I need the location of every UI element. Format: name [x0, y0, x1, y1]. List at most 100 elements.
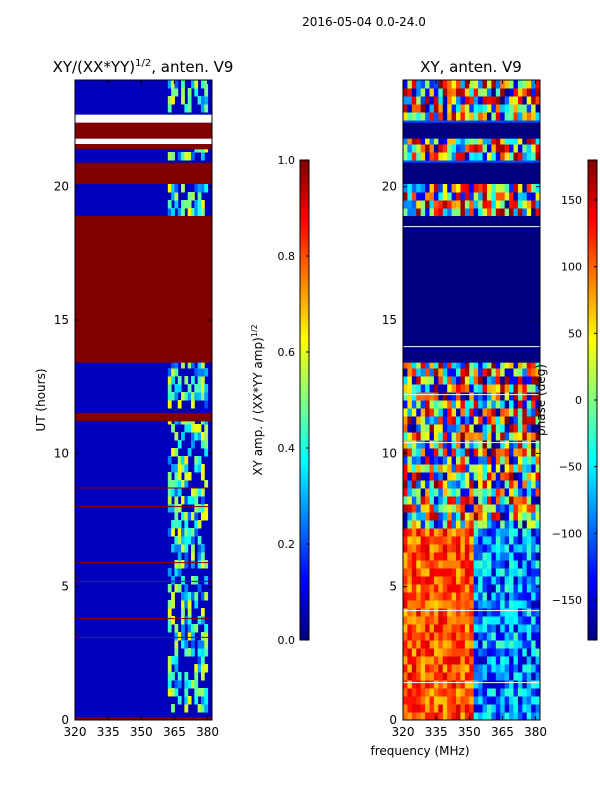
y-tick-label: 10	[54, 446, 69, 460]
heatmap-cell	[460, 112, 466, 121]
heatmap-cell	[478, 400, 484, 409]
heatmap-cell	[509, 136, 514, 145]
heatmap-cell	[531, 656, 537, 665]
heatmap-cell	[433, 496, 439, 505]
heatmap-cell	[433, 520, 439, 529]
heatmap-cell	[478, 424, 484, 433]
heatmap-cell	[416, 632, 422, 641]
heatmap-cell	[491, 696, 497, 705]
heatmap-cell	[478, 624, 484, 633]
heatmap-cell	[442, 360, 448, 369]
heatmap-cell	[517, 400, 523, 409]
heatmap-cell	[460, 712, 466, 720]
heatmap-cell	[491, 104, 497, 113]
heatmap-cell	[482, 688, 488, 697]
heatmap-cell	[204, 448, 209, 457]
heatmap-cell	[522, 208, 528, 217]
heatmap-cell	[187, 616, 192, 625]
heatmap-cell	[425, 552, 431, 561]
heatmap-cell	[416, 424, 422, 433]
heatmap-cell	[517, 512, 523, 521]
heatmap-cell	[460, 472, 466, 481]
heatmap-cell	[522, 576, 528, 585]
heatmap-cell	[500, 480, 506, 489]
heatmap-cell	[407, 448, 413, 457]
heatmap-cell	[204, 632, 209, 641]
heatmap-cell	[482, 496, 488, 505]
heatmap-cell	[429, 544, 435, 553]
heatmap-cell	[464, 528, 470, 537]
heatmap-cell	[174, 568, 179, 577]
heatmap-cell	[473, 648, 479, 657]
x-tick-label: 365	[163, 725, 186, 739]
heatmap-cell	[420, 512, 426, 521]
heatmap-cell	[420, 80, 426, 89]
heatmap-cell	[500, 616, 506, 625]
heatmap-cell	[531, 192, 537, 201]
heatmap-cell	[526, 200, 532, 209]
heatmap-cell	[451, 688, 457, 697]
heatmap-cell	[509, 96, 514, 105]
heatmap-cell	[411, 104, 417, 113]
heatmap-cell	[495, 112, 501, 121]
heatmap-cell	[509, 520, 514, 529]
heatmap-cell	[456, 408, 461, 417]
heatmap-cell	[535, 576, 540, 585]
heatmap-cell	[181, 576, 185, 585]
heatmap-cell	[526, 512, 532, 521]
heatmap-cell	[478, 416, 484, 425]
heatmap-cell	[187, 392, 192, 401]
heatmap-cell	[451, 704, 457, 713]
heatmap-cell	[167, 608, 172, 617]
heatmap-cell	[200, 664, 205, 673]
heatmap-cell	[486, 688, 492, 697]
heatmap-cell	[174, 512, 179, 521]
heatmap-cell	[535, 712, 540, 720]
heatmap-cell	[174, 80, 179, 89]
heatmap-cell	[407, 144, 413, 153]
heatmap-cell	[411, 536, 417, 545]
heatmap-cell	[429, 688, 435, 697]
heatmap-cell	[194, 576, 199, 585]
heatmap-cell	[531, 88, 537, 97]
heatmap-cell	[473, 552, 479, 561]
heatmap-cell	[447, 184, 453, 193]
heatmap-cell	[464, 568, 470, 577]
heatmap-cell	[500, 368, 506, 377]
heatmap-cell	[517, 528, 523, 537]
heatmap-cell	[447, 496, 453, 505]
heatmap-cell	[478, 440, 484, 449]
heatmap-cell	[513, 648, 519, 657]
heatmap-cell	[194, 592, 199, 601]
heatmap-cell	[464, 576, 470, 585]
amplitude-colorbar: 0.00.20.40.60.81.0 XY amp. / (XX*YY amp)…	[250, 154, 310, 647]
heatmap-cell	[500, 640, 506, 649]
heatmap-cell	[478, 536, 484, 545]
heatmap-cell	[403, 616, 408, 625]
heatmap-cell	[482, 664, 488, 673]
heatmap-cell	[171, 152, 175, 161]
heatmap-cell	[416, 104, 422, 113]
heatmap-cell	[478, 488, 484, 497]
heatmap-cell	[187, 496, 192, 505]
heatmap-cell	[491, 672, 497, 681]
heatmap-empty-band	[75, 138, 212, 144]
heatmap-cell	[420, 528, 426, 537]
heatmap-cell	[504, 616, 510, 625]
heatmap-cell	[531, 96, 537, 105]
heatmap-cell	[526, 680, 532, 689]
heatmap-cell	[513, 184, 519, 193]
heatmap-cell	[416, 528, 422, 537]
heatmap-cell	[181, 96, 185, 105]
x-tick-label: 320	[64, 725, 87, 739]
heatmap-cell	[429, 520, 435, 529]
heatmap-cell	[433, 416, 439, 425]
heatmap-cell	[174, 448, 179, 457]
heatmap-cell	[491, 368, 497, 377]
heatmap-cell	[469, 600, 475, 609]
heatmap-cell	[420, 704, 426, 713]
heatmap-cell	[500, 472, 506, 481]
heatmap-cell	[469, 688, 475, 697]
heatmap-cell	[486, 408, 492, 417]
heatmap-cell	[451, 416, 457, 425]
